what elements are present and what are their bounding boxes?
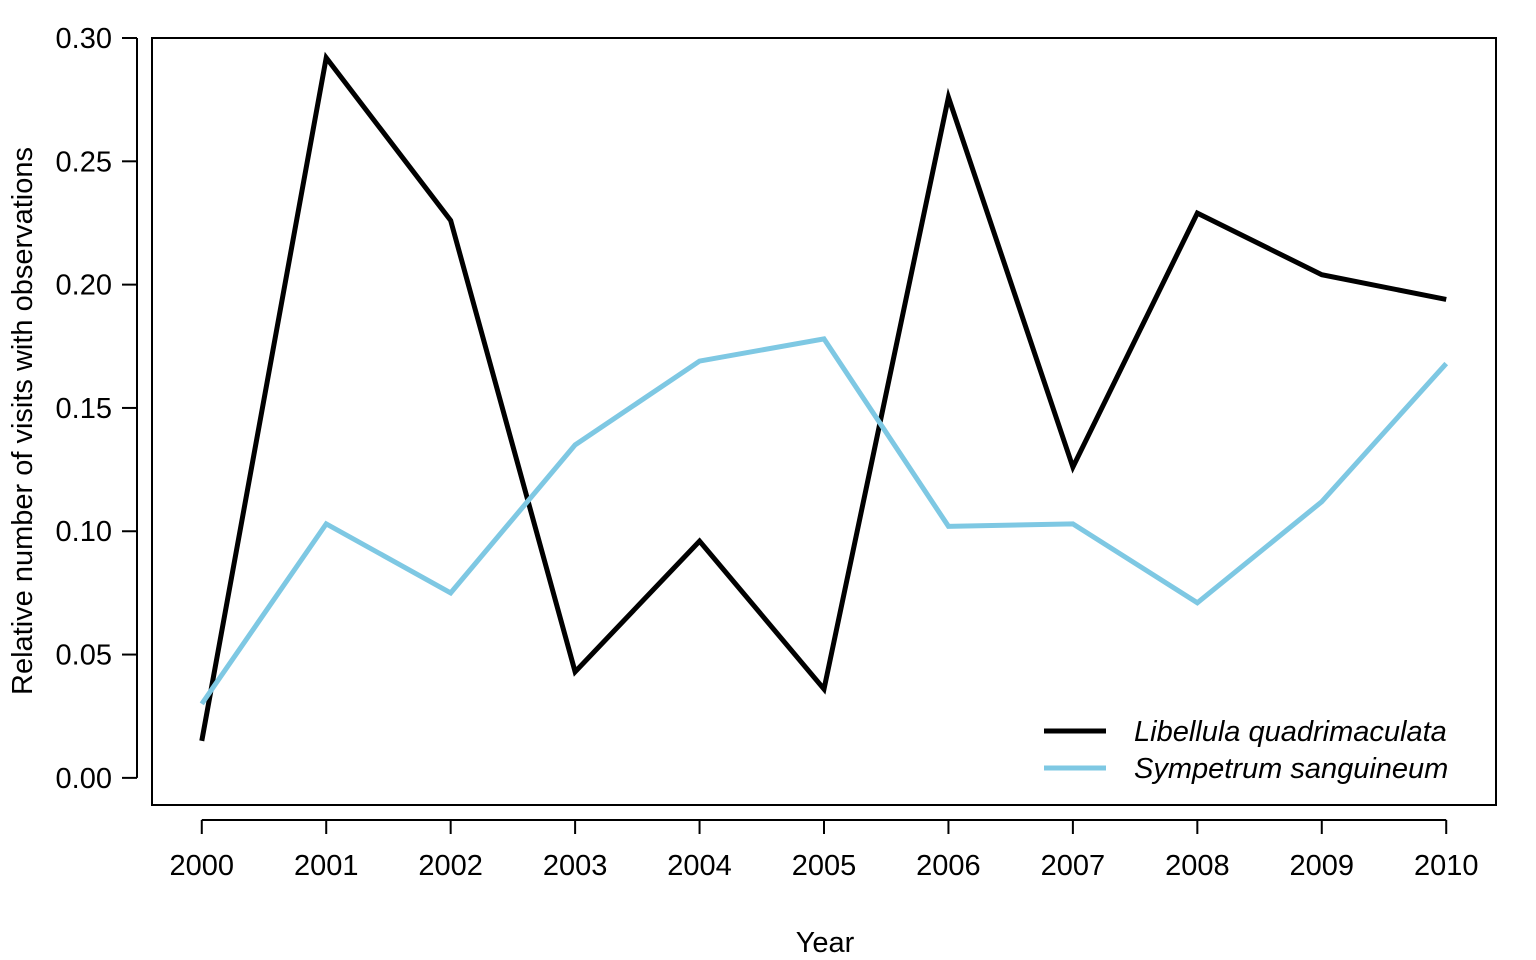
y-tick-label: 0.20 bbox=[56, 270, 112, 302]
x-tick-label: 2002 bbox=[418, 850, 483, 882]
y-tick-label: 0.30 bbox=[56, 23, 112, 55]
y-tick-label: 0.00 bbox=[56, 763, 112, 795]
plot-frame bbox=[151, 37, 1497, 806]
y-axis: 0.00 0.05 0.10 0.15 0.20 0.25 0.30 bbox=[56, 23, 138, 795]
x-tick-label: 2008 bbox=[1165, 850, 1230, 882]
y-tick-label: 0.15 bbox=[56, 393, 112, 425]
x-tick-label: 2003 bbox=[543, 850, 608, 882]
x-tick-label: 2006 bbox=[916, 850, 981, 882]
x-tick-label: 2004 bbox=[667, 850, 732, 882]
x-axis: 2000 2001 2002 2003 2004 2005 2006 2007 2008 2009… bbox=[170, 819, 1479, 882]
legend-label-sympetrum-sanguineum: Sympetrum sanguineum bbox=[1134, 753, 1448, 785]
x-tick-label: 2007 bbox=[1041, 850, 1106, 882]
y-tick-label: 0.10 bbox=[56, 516, 112, 548]
x-tick-label: 2005 bbox=[792, 850, 857, 882]
x-tick-label: 2010 bbox=[1414, 850, 1479, 882]
x-tick-label: 2000 bbox=[170, 850, 235, 882]
x-tick-label: 2001 bbox=[294, 850, 359, 882]
legend: Libellula quadrimaculata Sympetrum sangu… bbox=[1044, 716, 1448, 785]
legend-label-libellula-quadrimaculata: Libellula quadrimaculata bbox=[1134, 716, 1447, 748]
y-tick-label: 0.05 bbox=[56, 640, 112, 672]
y-axis-title: Relative number of visits with observati… bbox=[7, 147, 39, 695]
x-axis-title: Year bbox=[796, 927, 855, 959]
series-layer bbox=[199, 51, 1449, 742]
series-line-sympetrum-sanguineum bbox=[199, 336, 1449, 706]
series-line-libellula-quadrimaculata bbox=[199, 51, 1447, 742]
y-tick-label: 0.25 bbox=[56, 146, 112, 178]
x-tick-label: 2009 bbox=[1290, 850, 1355, 882]
